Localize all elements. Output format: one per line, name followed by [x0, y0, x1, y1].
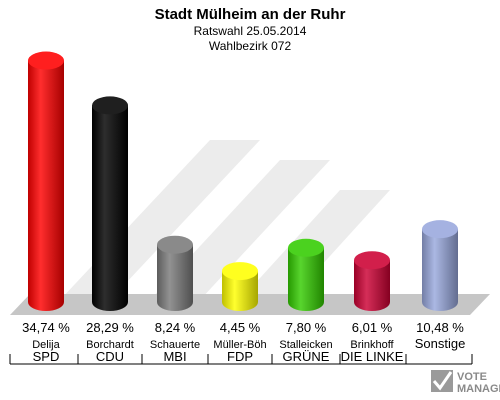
party-label: GRÜNE [283, 349, 330, 364]
vote-manager-logo: VOTE MANAGER [431, 370, 500, 395]
value-label: 4,45 % [220, 320, 261, 335]
bar-spd [28, 60, 64, 311]
bar-mbi [157, 244, 193, 311]
candidate-label: Stalleicken [279, 339, 332, 351]
value-label: 10,48 % [416, 320, 464, 335]
bar-fdp [222, 271, 258, 311]
candidate-label: Müller-Böh [213, 339, 266, 351]
bars-group [28, 51, 458, 312]
candidate-label: Borchardt [86, 339, 134, 351]
logo-check-icon [432, 371, 453, 391]
party-label: MBI [163, 349, 186, 364]
bar-cdu [92, 105, 128, 312]
chart-title: Stadt Mülheim an der Ruhr [155, 6, 346, 23]
party-label: Sonstige [415, 336, 466, 351]
bar-top [422, 220, 458, 239]
party-label: DIE LINKE [341, 349, 404, 364]
bar-top [222, 262, 258, 281]
value-label: 7,80 % [286, 320, 327, 335]
value-labels-group: 34,74 % 28,29 % 8,24 % 4,45 % 7,80 % 6,01 % 10… [22, 320, 464, 335]
bar-grüne [288, 247, 324, 311]
value-label: 34,74 % [22, 320, 70, 335]
value-label: 8,24 % [155, 320, 196, 335]
candidate-label: Delija [32, 339, 60, 351]
bar-top [157, 235, 193, 254]
party-separators [9, 354, 473, 364]
bar-top [354, 251, 390, 270]
candidate-label: Schauerte [150, 339, 200, 351]
logo-text-manager: MANAGER [457, 383, 500, 395]
value-label: 6,01 % [352, 320, 393, 335]
bar-top [288, 238, 324, 257]
chart-subtitle: Ratswahl 25.05.2014 [194, 24, 307, 38]
bar-die-linke [354, 260, 390, 311]
background-stripe [150, 160, 330, 300]
value-label: 28,29 % [86, 320, 134, 335]
candidate-label: Brinkhoff [350, 339, 394, 351]
party-label: FDP [227, 349, 253, 364]
bar-sonstige [422, 229, 458, 311]
bar-top [28, 51, 64, 70]
party-label: SPD [33, 349, 60, 364]
chart-subtitle-district: Wahlbezirk 072 [209, 39, 292, 53]
logo-text-vote: VOTE [457, 371, 487, 383]
party-label: CDU [96, 349, 124, 364]
bar-top [92, 96, 128, 115]
